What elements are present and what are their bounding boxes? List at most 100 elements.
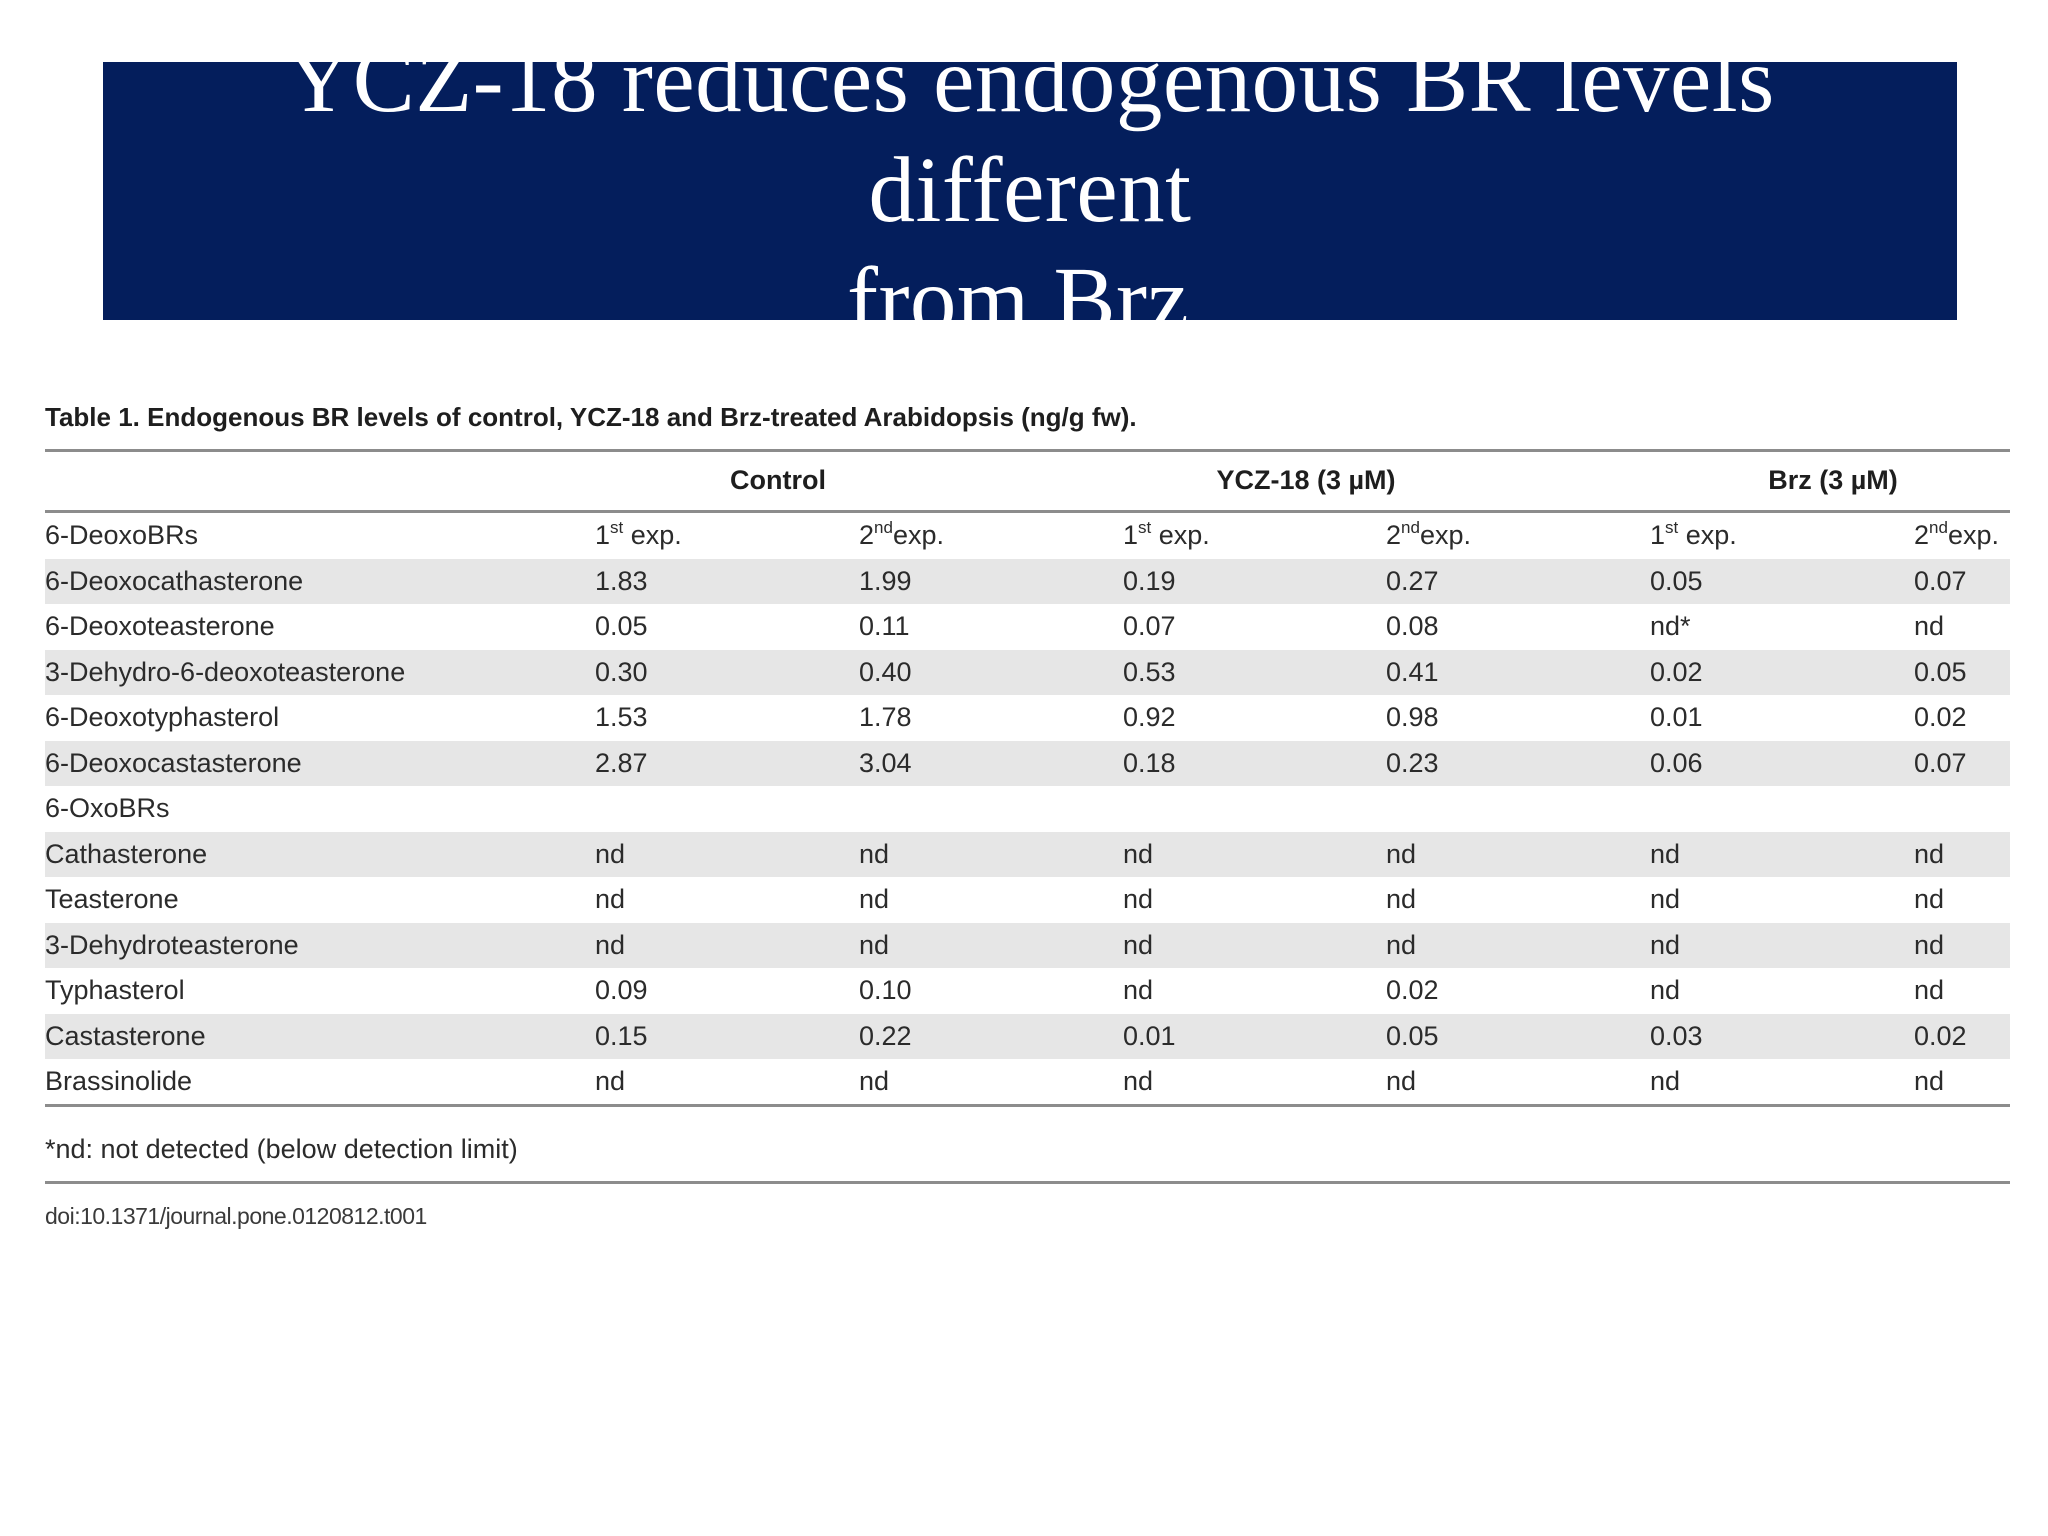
table-cell: nd xyxy=(1914,884,1945,914)
table-cell: 0.02 xyxy=(1914,702,1967,732)
table-cell: nd xyxy=(595,1066,626,1096)
table-cell: 0.05 xyxy=(1914,656,1967,687)
table-row: Typhasterol 0.09 0.10 nd 0.02 nd nd xyxy=(45,968,2010,1014)
table-cell: 0.01 xyxy=(1650,702,1703,732)
table-cell: nd xyxy=(595,929,626,960)
table-top-rule xyxy=(45,449,2010,452)
doi-reference: doi:10.1371/journal.pone.0120812.t001 xyxy=(45,1203,427,1229)
table-row: 3-Dehydro-6-deoxoteasterone 0.30 0.40 0.53 0… xyxy=(45,649,2010,695)
table-cell: 0.05 xyxy=(595,611,648,641)
table-cell: 1.53 xyxy=(595,702,648,732)
slide-title-line-1: YCZ-18 reduces endogenous BR levels diff… xyxy=(285,29,1775,242)
sub-header-cell: 2ndexp. xyxy=(1386,518,1471,550)
slide-title: YCZ-18 reduces endogenous BR levels diff… xyxy=(127,26,1933,356)
table-cell: 0.07 xyxy=(1914,565,1967,596)
table-cell: nd xyxy=(1386,929,1417,960)
row-label: 3-Dehydroteasterone xyxy=(45,929,299,960)
row-label: 6-Deoxocathasterone xyxy=(45,565,304,596)
table-cell: 0.02 xyxy=(1386,975,1439,1005)
table-body: 6-DeoxoBRs 1st exp. 2ndexp. 1st exp. 2nd… xyxy=(45,513,2010,1105)
table-cell: 0.41 xyxy=(1386,656,1439,687)
table-cell: nd xyxy=(1914,975,1945,1005)
table-group-header: Control YCZ-18 (3 µM) Brz (3 µM) xyxy=(45,452,2010,510)
row-label: Typhasterol xyxy=(45,975,185,1005)
table-cell: nd xyxy=(859,1066,890,1096)
row-label: 6-Deoxotyphasterol xyxy=(45,702,280,732)
table-row: Teasterone nd nd nd nd nd nd xyxy=(45,877,2010,923)
table-cell: 3.04 xyxy=(859,747,912,778)
table-cell: nd xyxy=(859,838,890,869)
table-cell: 0.03 xyxy=(1650,1020,1703,1051)
footnote-rule xyxy=(45,1181,2010,1184)
table-row: 6-OxoBRs xyxy=(45,786,2010,832)
table-cell: 0.09 xyxy=(595,975,648,1005)
row-label: Teasterone xyxy=(45,884,179,914)
sub-header-cell: 1st exp. xyxy=(595,518,682,550)
row-label: Brassinolide xyxy=(45,1066,193,1096)
table-cell: 1.83 xyxy=(595,565,648,596)
table-cell: 0.53 xyxy=(1123,656,1176,687)
table-cell: 0.92 xyxy=(1123,702,1176,732)
table-cell: 0.07 xyxy=(1914,747,1967,778)
table-row: Brassinolide nd nd nd nd nd nd xyxy=(45,1059,2010,1105)
table-cell: 0.06 xyxy=(1650,747,1703,778)
table-cell: nd xyxy=(859,929,890,960)
table-cell: nd xyxy=(1914,838,1945,869)
table-cell: 0.02 xyxy=(1914,1020,1967,1051)
table-cell: nd* xyxy=(1650,611,1691,641)
table-cell: 0.02 xyxy=(1650,656,1703,687)
row-label: 3-Dehydro-6-deoxoteasterone xyxy=(45,656,406,687)
table-cell: 0.18 xyxy=(1123,747,1176,778)
table-cell: 0.27 xyxy=(1386,565,1439,596)
group-control-header: Control xyxy=(730,465,826,495)
row-label: Castasterone xyxy=(45,1020,206,1051)
table-cell: 0.98 xyxy=(1386,702,1439,732)
table-cell: 1.99 xyxy=(859,565,912,596)
group-brz-header: Brz (3 µM) xyxy=(1768,465,1898,495)
table-cell: 0.01 xyxy=(1123,1020,1176,1051)
table-row: Cathasterone nd nd nd nd nd nd xyxy=(45,831,2010,877)
row-label: 6-Deoxocastasterone xyxy=(45,747,302,778)
table-cell: nd xyxy=(1386,1066,1417,1096)
table-cell: 0.08 xyxy=(1386,611,1439,641)
table-cell: nd xyxy=(1650,975,1681,1005)
table-cell: 0.10 xyxy=(859,975,912,1005)
table-footnote: *nd: not detected (below detection limit… xyxy=(45,1134,518,1164)
table-cell: nd xyxy=(1650,884,1681,914)
slide-title-banner: YCZ-18 reduces endogenous BR levels diff… xyxy=(103,29,1957,352)
table-cell: nd xyxy=(595,838,626,869)
group-ycz18-header: YCZ-18 (3 µM) xyxy=(1216,465,1396,495)
sub-header-cell: 2ndexp. xyxy=(1914,518,1999,550)
table-subheader-row: 6-DeoxoBRs 1st exp. 2ndexp. 1st exp. 2nd… xyxy=(45,513,2010,559)
table-bottom-rule xyxy=(45,1104,2010,1107)
table-header-rule xyxy=(45,510,2010,513)
table-cell: nd xyxy=(595,884,626,914)
sub-header-cell: 1st exp. xyxy=(1123,518,1210,550)
table-cell: 0.40 xyxy=(859,656,912,687)
table-cell: nd xyxy=(1123,975,1154,1005)
row-label: 6-DeoxoBRs xyxy=(45,520,199,550)
table-row: 6-Deoxocathasterone 1.83 1.99 0.19 0.27 0.05 0… xyxy=(45,558,2010,604)
table-cell: 0.30 xyxy=(595,656,648,687)
table-cell: 0.05 xyxy=(1386,1020,1439,1051)
table-cell: 0.05 xyxy=(1650,565,1703,596)
table-cell: nd xyxy=(859,884,890,914)
table-cell: nd xyxy=(1123,838,1154,869)
row-label: Cathasterone xyxy=(45,838,208,869)
table-cell: nd xyxy=(1914,611,1945,641)
table-cell: nd xyxy=(1650,838,1681,869)
table-row: 6-Deoxoteasterone 0.05 0.11 0.07 0.08 nd* nd xyxy=(45,604,2010,650)
row-label: 6-Deoxoteasterone xyxy=(45,611,275,641)
table-cell: 0.11 xyxy=(859,611,910,641)
table-cell: 0.19 xyxy=(1123,565,1176,596)
sub-header-cell: 1st exp. xyxy=(1650,518,1737,550)
slide-title-line-2: from Brz. xyxy=(846,249,1214,352)
table-cell: nd xyxy=(1123,929,1154,960)
table-cell: 0.22 xyxy=(859,1020,912,1051)
table-cell: nd xyxy=(1386,884,1417,914)
table-row: 3-Dehydroteasterone nd nd nd nd nd nd xyxy=(45,922,2010,968)
table-cell: nd xyxy=(1386,838,1417,869)
table-cell: 0.15 xyxy=(595,1020,648,1051)
sub-header-cell: 2ndexp. xyxy=(859,518,944,550)
table-row: Castasterone 0.15 0.22 0.01 0.05 0.03 0.02 xyxy=(45,1013,2010,1059)
